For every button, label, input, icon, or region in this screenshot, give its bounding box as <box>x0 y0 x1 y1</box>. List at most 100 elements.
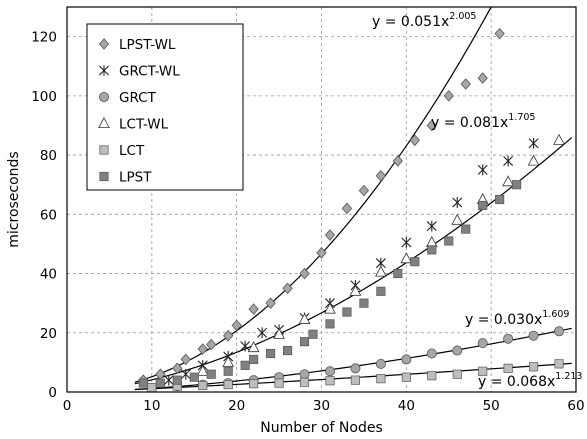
data-point <box>283 345 293 356</box>
data-point <box>478 366 488 376</box>
data-point <box>452 345 463 356</box>
data-point <box>426 220 437 232</box>
data-point <box>231 319 242 332</box>
data-point <box>349 284 362 296</box>
data-point <box>554 326 565 337</box>
data-point <box>316 247 327 259</box>
data-point <box>298 312 311 324</box>
legend-marker <box>99 65 109 76</box>
data-point <box>324 302 336 314</box>
fit-equation-label: y = 0.030x1.609 <box>465 309 569 328</box>
data-point <box>452 369 462 379</box>
data-point <box>495 194 505 205</box>
data-point <box>527 154 540 166</box>
data-point <box>400 252 413 264</box>
data-point <box>138 378 148 388</box>
data-point <box>553 133 565 145</box>
y-tick-label: 20 <box>40 326 57 342</box>
data-point <box>249 354 259 364</box>
legend-label: LPST-WL <box>119 37 176 53</box>
data-point <box>375 265 387 277</box>
y-tick-label: 0 <box>48 385 57 401</box>
data-point <box>324 229 336 241</box>
data-point <box>240 340 251 352</box>
data-point <box>266 348 276 359</box>
data-point <box>426 348 437 359</box>
y-axis-ticks: 0 20 40 60 80 100 120 <box>31 30 57 401</box>
data-point <box>341 202 353 215</box>
legend-marker <box>99 92 110 103</box>
data-point <box>172 362 183 375</box>
data-point <box>299 369 310 380</box>
data-point <box>308 329 318 339</box>
data-point <box>477 164 488 176</box>
data-point <box>477 72 488 84</box>
legend-label: GRCT <box>119 90 157 106</box>
data-point <box>324 366 335 377</box>
data-point <box>512 180 522 190</box>
data-point <box>461 224 471 234</box>
data-point <box>189 372 199 382</box>
data-point <box>376 286 386 296</box>
fit-curve <box>134 7 492 383</box>
data-point <box>425 235 438 247</box>
data-point <box>375 170 387 182</box>
data-point <box>249 379 259 389</box>
data-point <box>503 363 513 373</box>
data-point <box>223 329 234 342</box>
data-point <box>240 360 250 370</box>
data-point <box>196 364 209 376</box>
legend-item: LCT-WL <box>98 117 169 133</box>
data-point <box>325 376 335 386</box>
data-point <box>172 375 182 385</box>
legend-item: LCT <box>99 143 145 159</box>
y-tick-label: 60 <box>40 207 57 223</box>
data-point <box>299 377 310 387</box>
data-point <box>528 330 539 341</box>
x-tick-label: 60 <box>567 398 584 414</box>
data-point <box>409 134 420 147</box>
data-point <box>529 362 539 372</box>
data-point <box>494 27 505 40</box>
data-point <box>358 184 370 197</box>
data-point <box>273 327 285 339</box>
data-point <box>451 213 464 225</box>
data-point <box>401 372 411 382</box>
data-point <box>410 257 420 267</box>
legend-label: LPST <box>119 170 152 186</box>
data-point <box>299 337 310 347</box>
y-tick-label: 100 <box>31 89 57 105</box>
data-point <box>503 155 514 167</box>
data-point <box>478 200 488 210</box>
legend-marker <box>98 117 110 128</box>
data-point <box>257 327 268 339</box>
data-point <box>282 282 293 295</box>
legend-marker <box>99 171 109 182</box>
data-point <box>155 368 166 381</box>
data-point <box>443 90 454 102</box>
x-tick-label: 50 <box>483 398 500 414</box>
data-point <box>460 78 471 90</box>
data-point <box>155 378 165 388</box>
data-point <box>426 119 437 132</box>
data-point <box>528 137 539 149</box>
data-point <box>350 363 361 374</box>
x-tick-label: 10 <box>143 398 160 414</box>
data-point <box>206 369 216 379</box>
y-tick-label: 80 <box>40 148 57 164</box>
data-point <box>299 267 310 280</box>
data-point <box>247 341 260 353</box>
data-point <box>393 268 403 279</box>
data-point <box>147 383 157 393</box>
data-point <box>223 366 233 376</box>
data-point <box>503 333 514 344</box>
data-point <box>274 378 284 388</box>
data-point <box>342 307 352 317</box>
fit-equations: y = 0.051x2.005 y = 0.081x1.705 y = 0.030x… <box>372 11 582 390</box>
legend-label: GRCT-WL <box>119 64 180 80</box>
y-axis-label: microseconds <box>6 151 22 247</box>
legend-box <box>86 23 244 191</box>
legend-label: LCT-WL <box>119 117 169 133</box>
data-point <box>222 355 235 367</box>
